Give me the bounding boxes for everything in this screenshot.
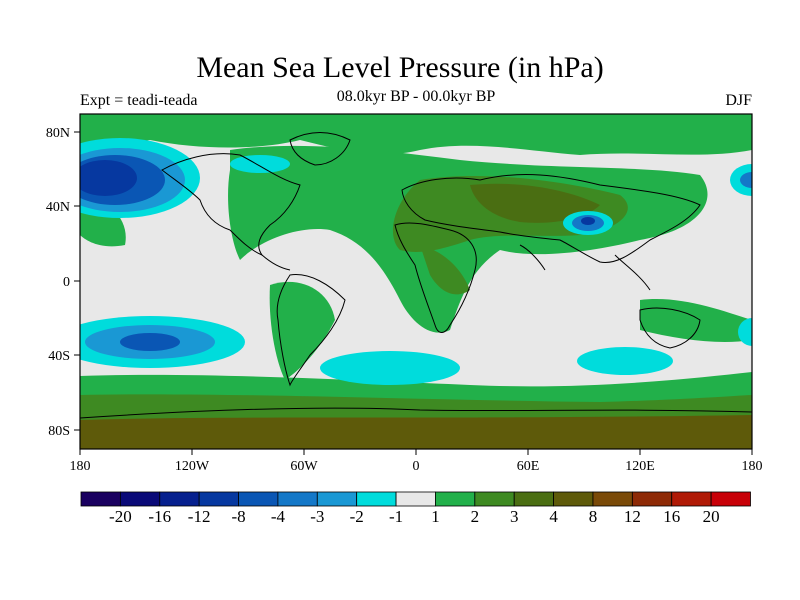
colorbar-swatch xyxy=(159,491,200,507)
longitude-labels: 180 120W 60W 0 60E 120E 180 xyxy=(70,459,763,474)
colorbar-swatch xyxy=(356,491,397,507)
lon-tick-label: 180 xyxy=(742,459,763,474)
colorbar-label: -12 xyxy=(188,507,211,526)
coastlines xyxy=(80,132,752,419)
colorbar-label: 20 xyxy=(703,507,720,526)
latitude-labels: 80N 40N 0 40S 80S xyxy=(46,126,70,439)
lon-tick-label: 120W xyxy=(175,459,210,474)
season-label: DJF xyxy=(725,92,752,109)
colorbar-label: -3 xyxy=(310,507,324,526)
colorbar-swatch xyxy=(198,491,239,507)
lon-tick-label: 0 xyxy=(413,459,420,474)
colorbar-swatch xyxy=(474,491,515,507)
colorbar-label: -2 xyxy=(350,507,364,526)
colorbar-swatch xyxy=(631,491,673,507)
colorbar-swatch xyxy=(592,491,633,507)
lon-tick-label: 180 xyxy=(70,459,91,474)
colorbar-label: -20 xyxy=(109,507,132,526)
colorbar-label: 16 xyxy=(663,507,680,526)
colorbar-swatch xyxy=(80,491,121,507)
lat-tick-label: 0 xyxy=(63,275,70,290)
colorbar-label: -16 xyxy=(148,507,171,526)
colorbar-swatch xyxy=(671,491,712,507)
colorbar-label: 4 xyxy=(549,507,558,526)
colorbar-swatch xyxy=(710,491,751,507)
lat-tick-label: 40N xyxy=(46,200,70,215)
colorbar-label: 8 xyxy=(589,507,598,526)
colorbar-swatch xyxy=(119,491,161,507)
colorbar-swatch xyxy=(395,491,436,507)
lat-tick-label: 80N xyxy=(46,126,70,141)
colorbar-swatch xyxy=(238,491,279,507)
colorbar: -20 -16 -12 -8 -4 -3 -2 -1 1 2 3 4 8 12 16 20 xyxy=(80,491,751,526)
experiment-label: Expt = teadi-teada xyxy=(80,92,198,109)
colorbar-swatch xyxy=(513,491,554,507)
lon-tick-label: 120E xyxy=(625,459,655,474)
colorbar-label: 12 xyxy=(624,507,641,526)
colorbar-label: 3 xyxy=(510,507,519,526)
tick-marks xyxy=(74,131,753,455)
colorbar-swatch xyxy=(435,491,476,507)
colorbar-label: -8 xyxy=(231,507,245,526)
colorbar-label: 1 xyxy=(431,507,440,526)
colorbar-swatch xyxy=(277,491,318,507)
lat-tick-label: 40S xyxy=(48,349,70,364)
lon-tick-label: 60E xyxy=(517,459,540,474)
time-period-label: 08.0kyr BP - 00.0kyr BP xyxy=(336,88,496,105)
colorbar-swatch xyxy=(553,491,594,507)
lon-tick-label: 60W xyxy=(290,459,318,474)
anomaly-field xyxy=(80,114,752,449)
plot-title: Mean Sea Level Pressure (in hPa) xyxy=(196,51,604,84)
colorbar-swatch xyxy=(316,491,358,507)
negative-anomaly-areas xyxy=(80,138,752,385)
colorbar-label: -1 xyxy=(389,507,403,526)
colorbar-label: 2 xyxy=(471,507,480,526)
lat-tick-label: 80S xyxy=(48,424,70,439)
colorbar-label: -4 xyxy=(271,507,286,526)
